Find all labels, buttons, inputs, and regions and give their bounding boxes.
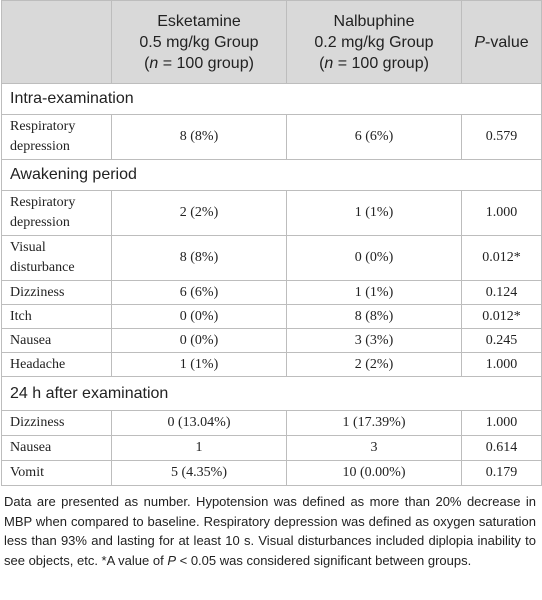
data-cell: 8 (8%)	[111, 114, 287, 160]
row-label: Vomit	[1, 460, 112, 486]
section-row: Awakening period	[1, 159, 542, 191]
header-symbol: n	[324, 54, 334, 72]
header-text: (	[144, 54, 150, 72]
data-cell: 6 (6%)	[111, 280, 287, 305]
data-row: Nausea 1 3 0.614	[1, 435, 542, 461]
data-cell: 5 (4.35%)	[111, 460, 287, 486]
data-cell: 0 (0%)	[111, 328, 287, 353]
header-cell: P-value	[461, 0, 542, 84]
section-row: 24 h after examination	[1, 376, 542, 411]
row-label: Headache	[1, 352, 112, 377]
header-line: 0.2 mg/kg Group	[314, 33, 434, 51]
data-cell: 1 (17.39%)	[286, 410, 462, 436]
data-cell: 0.012*	[461, 235, 542, 281]
data-cell: 0 (0%)	[286, 235, 462, 281]
section-title: Awakening period	[1, 159, 542, 191]
data-cell: 8 (8%)	[286, 304, 462, 329]
header-line: 0.5 mg/kg Group	[139, 33, 259, 51]
row-label: Dizziness	[1, 280, 112, 305]
header-symbol: P	[474, 33, 486, 51]
header-text: (	[319, 54, 325, 72]
footnote-text: Data are presented as number. Hypotensio…	[4, 494, 536, 568]
header-text: -value	[485, 33, 529, 51]
header-text: = 100 group)	[158, 54, 254, 72]
data-cell: 0.012*	[461, 304, 542, 329]
data-cell: 3	[286, 435, 462, 461]
data-cell: 0.124	[461, 280, 542, 305]
data-cell: 1 (1%)	[286, 190, 462, 236]
data-cell: 6 (6%)	[286, 114, 462, 160]
data-row: Respiratory depression 2 (2%) 1 (1%) 1.000	[1, 190, 542, 236]
results-table: Esketamine 0.5 mg/kg Group (n = 100 group)…	[1, 0, 542, 486]
data-cell: 1.000	[461, 190, 542, 236]
table-body: Intra-examination Respiratory depression 8…	[1, 83, 542, 486]
data-row: Dizziness 0 (13.04%) 1 (17.39%) 1.000	[1, 410, 542, 436]
data-cell: 1.000	[461, 410, 542, 436]
footnote: Data are presented as number. Hypotensio…	[0, 486, 540, 570]
data-cell: 1	[111, 435, 287, 461]
data-row: Itch 0 (0%) 8 (8%) 0.012*	[1, 304, 542, 329]
data-cell: 2 (2%)	[111, 190, 287, 236]
header-symbol: n	[149, 54, 159, 72]
data-cell: 0.245	[461, 328, 542, 353]
table-header: Esketamine 0.5 mg/kg Group (n = 100 group)…	[1, 0, 542, 84]
data-cell: 3 (3%)	[286, 328, 462, 353]
data-row: Vomit 5 (4.35%) 10 (0.00%) 0.179	[1, 460, 542, 486]
data-cell: 0 (13.04%)	[111, 410, 287, 436]
header-line: Esketamine	[157, 12, 241, 30]
footnote-text: < 0.05 was considered significant betwee…	[176, 552, 472, 568]
data-row: Dizziness 6 (6%) 1 (1%) 0.124	[1, 280, 542, 305]
data-cell: 0.579	[461, 114, 542, 160]
row-label: Dizziness	[1, 410, 112, 436]
data-row: Respiratory depression 8 (8%) 6 (6%) 0.579	[1, 114, 542, 160]
data-row: Visual disturbance 8 (8%) 0 (0%) 0.012*	[1, 235, 542, 281]
header-text: = 100 group)	[333, 54, 429, 72]
data-row: Nausea 0 (0%) 3 (3%) 0.245	[1, 328, 542, 353]
data-cell: 10 (0.00%)	[286, 460, 462, 486]
data-cell: 0.614	[461, 435, 542, 461]
header-cell: Esketamine 0.5 mg/kg Group (n = 100 group)	[111, 0, 287, 84]
row-label: Respiratory depression	[1, 190, 112, 236]
data-cell: 0.179	[461, 460, 542, 486]
data-cell: 1 (1%)	[111, 352, 287, 377]
header-cell: Nalbuphine 0.2 mg/kg Group (n = 100 group)	[286, 0, 462, 84]
data-cell: 1.000	[461, 352, 542, 377]
section-row: Intra-examination	[1, 83, 542, 115]
data-cell: 0 (0%)	[111, 304, 287, 329]
data-row: Headache 1 (1%) 2 (2%) 1.000	[1, 352, 542, 377]
data-cell: 2 (2%)	[286, 352, 462, 377]
row-label: Itch	[1, 304, 112, 329]
header-line: Nalbuphine	[333, 12, 415, 30]
section-title: 24 h after examination	[1, 376, 542, 411]
section-title: Intra-examination	[1, 83, 542, 115]
row-label: Respiratory depression	[1, 114, 112, 160]
data-cell: 1 (1%)	[286, 280, 462, 305]
header-cell	[1, 0, 112, 84]
row-label: Nausea	[1, 328, 112, 353]
footnote-symbol: P	[167, 552, 176, 568]
row-label: Nausea	[1, 435, 112, 461]
data-cell: 8 (8%)	[111, 235, 287, 281]
row-label: Visual disturbance	[1, 235, 112, 281]
